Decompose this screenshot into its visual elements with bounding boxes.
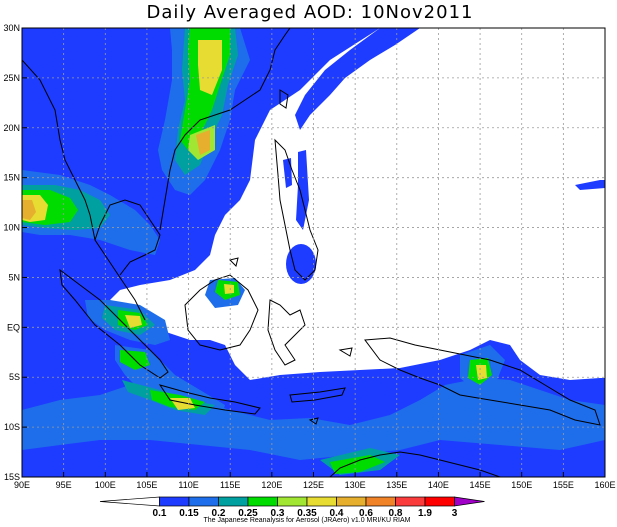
colorbar-label: 0.3 [271,508,285,519]
coastline-australia [329,451,501,477]
y-tick-label: EQ [7,322,20,332]
y-tick-label: 30N [3,23,20,33]
aod-region-low-e [575,180,605,190]
x-tick-label: 160E [594,480,615,490]
x-tick-label: 100E [95,480,116,490]
colorbar-segment [424,496,455,507]
aod-region-yellow-china [198,40,222,95]
coastline-java [158,384,261,415]
colorbar-segment [247,496,278,507]
coastline-new-guinea [364,337,601,426]
x-tick-label: 125E [303,480,324,490]
colorbar-segment [188,496,219,507]
colorbar-label: 0.1 [153,508,167,519]
y-tick-label: 15N [3,173,20,183]
aod-region-orange-china [196,130,210,155]
x-tick-label: 95E [56,480,72,490]
y-tick-label: 25N [3,73,20,83]
colorbar-label: 0.4 [330,508,344,519]
coastline-philippines [274,138,319,281]
x-tick-label: 140E [428,480,449,490]
x-tick-label: 150E [511,480,532,490]
y-tick-label: 10S [4,422,20,432]
colorbar-label: 3 [452,508,458,519]
x-axis-tick-labels: 90E 95E 100E 105E 110E 115E 120E 125E 130E 135E 14… [14,480,616,490]
aod-region-yellow-borneo [224,284,234,294]
x-tick-label: 130E [345,480,366,490]
colorbar-label: 1.9 [418,508,432,519]
colorbar-labels: 0.1 0.15 0.2 0.25 0.3 0.35 0.4 0.6 0.8 1.9 3 [153,508,458,519]
y-tick-label: 5S [9,372,20,382]
x-tick-label: 115E [220,480,240,490]
colorbar-segment [277,496,308,507]
aod-region-low-ne [295,28,420,130]
colorbar-segment [99,496,160,507]
aod-region-yellow-newguinea [476,365,487,380]
y-tick-label: 5N [8,272,20,282]
colorbar [99,496,485,507]
colorbar-label: 0.25 [238,508,258,519]
coastline-borneo [184,274,259,351]
colorbar-label: 0.6 [359,508,373,519]
x-tick-label: 105E [136,480,157,490]
map-title: Daily Averaged AOD: 10Nov2011 [147,2,474,23]
footer-credit: The Japanese Reanalysis for Aerosol (JRA… [204,517,411,524]
aod-region-green-bottom [330,455,385,474]
colorbar-segment [306,496,337,507]
colorbar-segment [454,496,485,507]
x-tick-label: 110E [178,480,198,490]
coastline-asia-mainland [22,59,146,321]
coastline-timor [289,387,346,403]
coastline-sulawesi [267,299,306,366]
colorbar-segment [336,496,367,507]
colorbar-segment [218,496,249,507]
x-tick-label: 120E [261,480,282,490]
y-tick-label: 15S [4,472,20,482]
colorbar-segment [395,496,426,507]
colorbar-label: 0.35 [297,508,317,519]
y-tick-label: 20N [3,123,20,133]
colorbar-label: 0.2 [212,508,226,519]
coastlines [22,28,601,477]
gridlines [22,28,605,477]
tick-marks [21,27,606,478]
aod-region-low-mindanao [286,244,316,284]
coastline-china [159,28,291,231]
aod-region-yellow-sumatra [125,315,142,328]
y-axis-tick-labels: 30N 25N 20N 15N 10N 5N EQ 5S 10S 15S [3,23,20,482]
coastline-small-islands [229,257,353,425]
x-tick-label: 90E [14,480,30,490]
coastline-taiwan [279,89,289,109]
colorbar-segment [365,496,396,507]
colorbar-label: 0.8 [389,508,403,519]
x-tick-label: 155E [553,480,574,490]
x-tick-label: 135E [386,480,407,490]
colorbar-label: 0.15 [179,508,199,519]
aod-field [22,28,605,477]
x-tick-label: 145E [470,480,491,490]
coastline-indochina [94,199,161,276]
aod-region-low-philippines [283,158,292,188]
aod-region-orange-indochina [22,200,36,220]
aod-region-low-luzon [296,150,309,230]
y-tick-label: 10N [3,223,20,233]
colorbar-segment [159,496,190,507]
